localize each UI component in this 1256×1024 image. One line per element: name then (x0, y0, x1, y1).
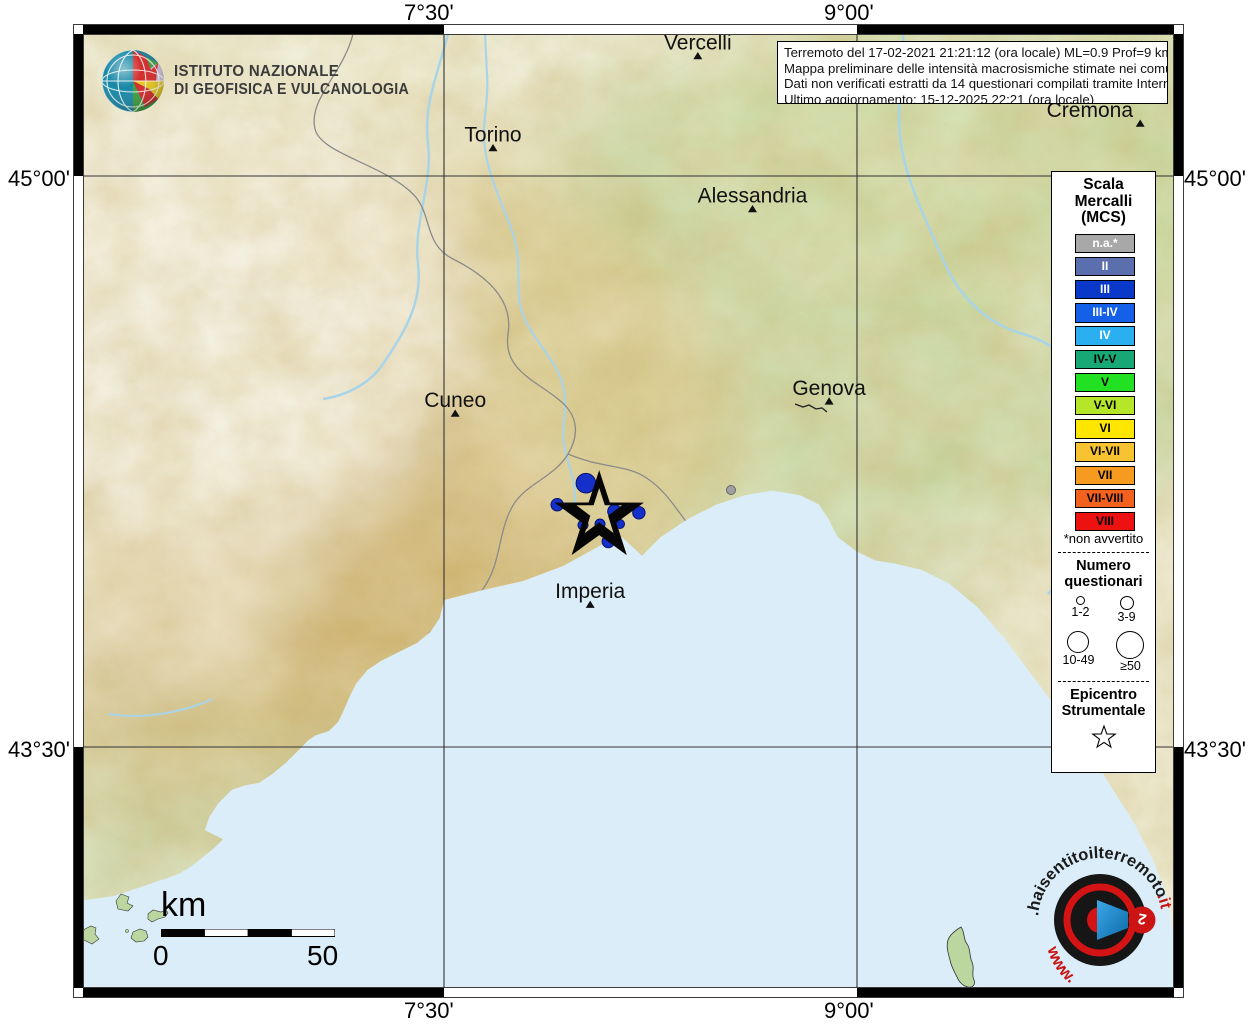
svg-text:Genova: Genova (792, 377, 866, 400)
svg-text:DI GEOFISICA E VULCANOLOGIA: DI GEOFISICA E VULCANOLOGIA (174, 81, 409, 98)
svg-text:Imperia: Imperia (555, 580, 625, 603)
svg-text:Vercelli: Vercelli (664, 34, 732, 55)
svg-text:Torino: Torino (464, 124, 521, 147)
svg-text:Cuneo: Cuneo (424, 389, 486, 412)
svg-text:Alessandria: Alessandria (698, 185, 808, 208)
svg-text:ISTITUTO NAZIONALE: ISTITUTO NAZIONALE (174, 63, 339, 80)
